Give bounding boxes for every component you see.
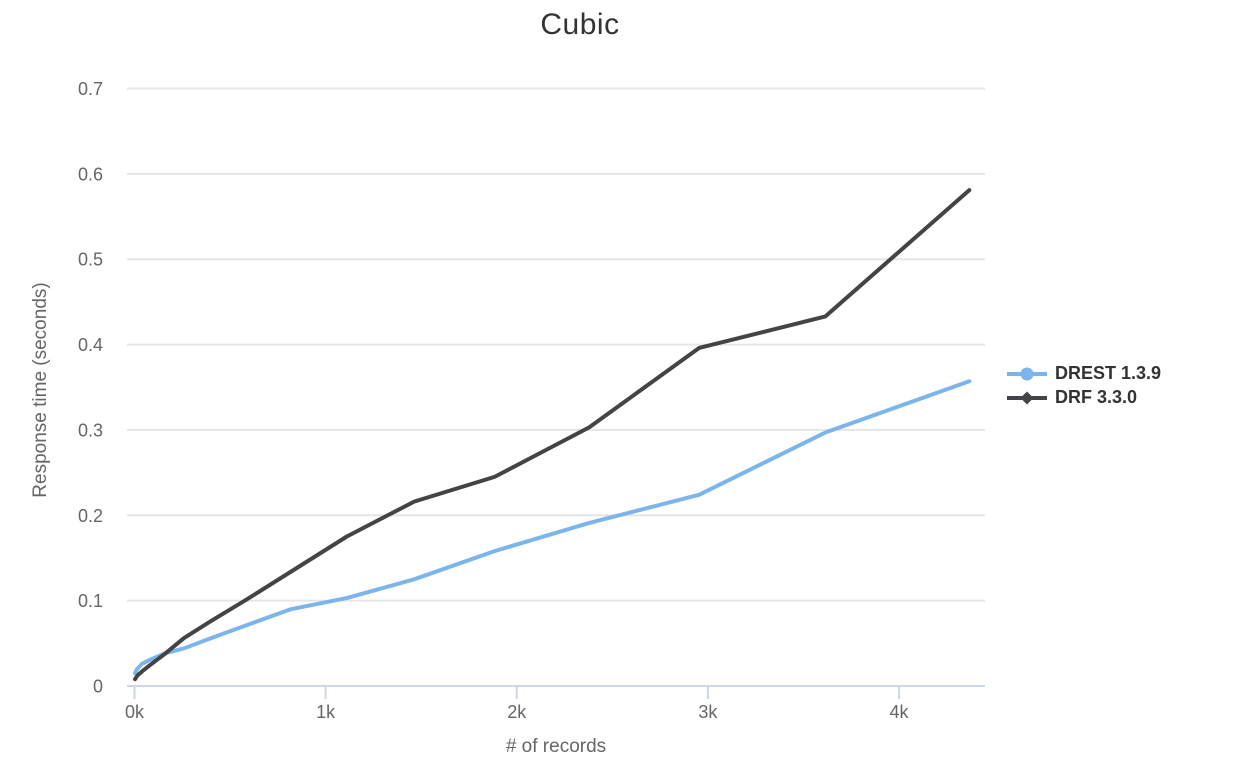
circle-glyph	[1020, 367, 1034, 380]
x-tick-label: 1k	[316, 702, 336, 722]
y-tick-label: 0.6	[78, 164, 103, 184]
series-line-drest-1-3-9[interactable]	[133, 379, 972, 676]
x-tick-label: 3k	[698, 702, 718, 722]
diamond-glyph	[1020, 391, 1034, 404]
legend-label-drf: DRF 3.3.0	[1055, 387, 1138, 407]
y-axis-title: Response time (seconds)	[30, 282, 51, 498]
y-tick-label: 0.2	[78, 506, 103, 526]
y-tick-label: 0.4	[78, 335, 103, 355]
x-tick-label: 0k	[125, 702, 145, 722]
series-line-drf-3-3-0[interactable]	[133, 188, 972, 682]
legend-item-drf[interactable]: DRF 3.3.0	[1006, 387, 1161, 408]
y-tick-label: 0	[93, 677, 103, 697]
legend: DREST 1.3.9 DRF 3.3.0	[1006, 363, 1161, 408]
chart-title: Cubic	[540, 8, 620, 41]
circle-marker-icon	[1007, 367, 1047, 380]
x-axis-title: # of records	[505, 736, 607, 757]
legend-label-drest: DREST 1.3.9	[1055, 363, 1162, 383]
y-tick-label: 0.5	[78, 250, 103, 270]
x-tick-label: 4k	[889, 702, 909, 722]
legend-item-drest[interactable]: DREST 1.3.9	[1006, 363, 1161, 384]
y-tick-label: 0.3	[78, 420, 103, 440]
x-tick-label: 2k	[507, 702, 527, 722]
y-tick-label: 0.1	[78, 591, 103, 611]
y-tick-label: 0.7	[78, 79, 103, 99]
diamond-marker-icon	[1007, 391, 1047, 404]
